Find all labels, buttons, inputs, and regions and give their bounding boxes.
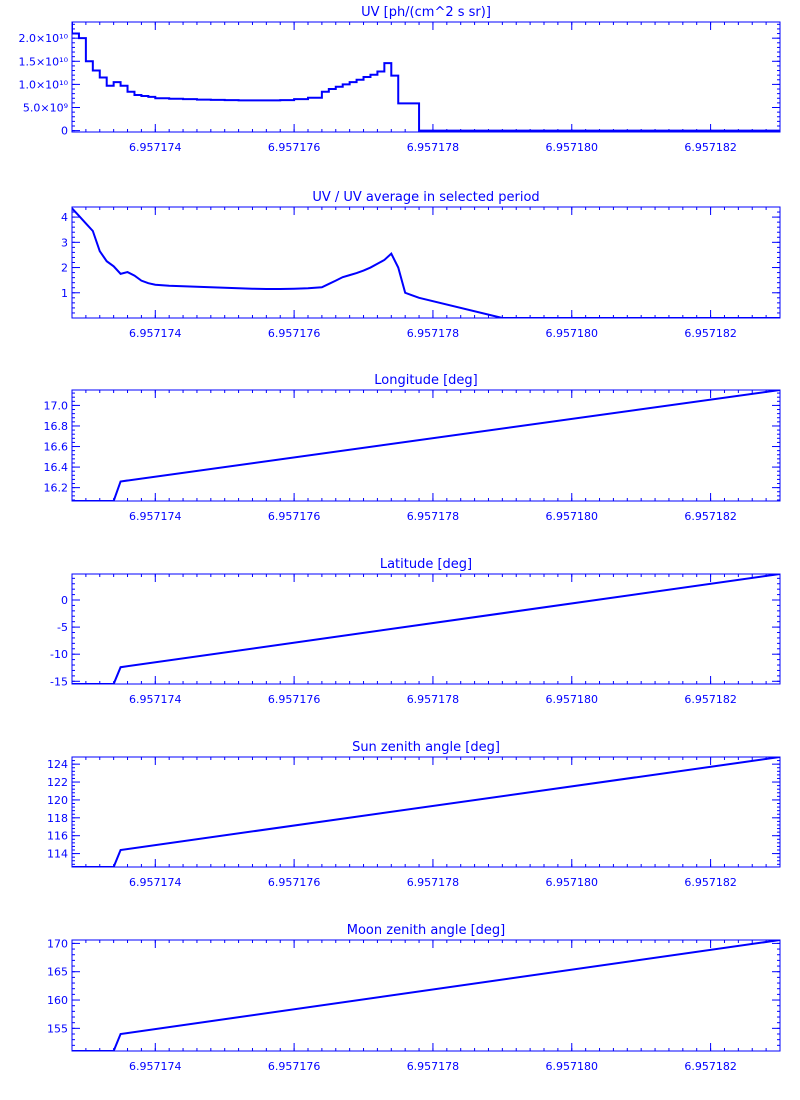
chart-title: UV / UV average in selected period xyxy=(312,190,539,205)
y-tick-label: 170 xyxy=(47,937,68,950)
chart-title: UV [ph/(cm^2 s sr)] xyxy=(361,5,491,20)
y-tick-label: 16.6 xyxy=(44,441,69,454)
data-series-line xyxy=(72,757,780,867)
x-tick-label: 6.957180 xyxy=(546,876,599,889)
y-tick-label: -5 xyxy=(57,621,68,634)
y-tick-label: 114 xyxy=(47,848,68,861)
y-tick-label: 0 xyxy=(61,594,68,607)
x-tick-label: 6.957180 xyxy=(546,693,599,706)
x-tick-label: 6.957176 xyxy=(268,876,321,889)
chart-panel-6: Moon zenith angle [deg] 6.957174 6.957176 6… xyxy=(47,923,781,1073)
x-tick-label: 6.957176 xyxy=(268,141,321,154)
x-tick-label: 6.957176 xyxy=(268,693,321,706)
x-tick-label: 6.957182 xyxy=(684,1060,737,1073)
plot-frame xyxy=(71,756,781,868)
x-tick-label: 6.957178 xyxy=(407,327,460,340)
y-tick-label: 4 xyxy=(61,211,68,224)
x-tick-label: 6.957182 xyxy=(684,876,737,889)
y-tick-label: 16.2 xyxy=(44,482,69,495)
y-tick-label: 2 xyxy=(61,262,68,275)
data-series-line xyxy=(72,22,780,132)
y-tick-label: 124 xyxy=(47,758,68,771)
data-series-line xyxy=(72,940,780,1051)
x-tick-label: 6.957174 xyxy=(129,1060,182,1073)
y-tick-label: 1.0×10¹⁰ xyxy=(18,78,68,91)
chart-title: Longitude [deg] xyxy=(374,373,477,388)
y-tick-label: 155 xyxy=(47,1022,68,1035)
data-series-line xyxy=(72,207,780,318)
y-tick-label: 160 xyxy=(47,994,68,1007)
y-tick-label: 16.4 xyxy=(44,461,69,474)
chart-title: Latitude [deg] xyxy=(380,557,472,572)
x-tick-label: 6.957180 xyxy=(546,327,599,340)
x-tick-label: 6.957182 xyxy=(684,327,737,340)
y-tick-label: 120 xyxy=(47,794,68,807)
x-tick-label: 6.957182 xyxy=(684,510,737,523)
y-tick-label: 5.0×10⁹ xyxy=(23,102,68,115)
y-tick-label: -15 xyxy=(50,675,68,688)
x-tick-label: 6.957176 xyxy=(268,1060,321,1073)
chart-panel-5: Sun zenith angle [deg] 6.957174 6.957176 6.… xyxy=(47,740,781,889)
x-tick-label: 6.957178 xyxy=(407,141,460,154)
plot-frame xyxy=(71,573,781,685)
chart-panel-2: UV / UV average in selected period 6.9571… xyxy=(61,190,781,340)
x-tick-label: 6.957178 xyxy=(407,693,460,706)
x-tick-label: 6.957180 xyxy=(546,510,599,523)
plot-frame xyxy=(71,389,781,502)
y-tick-label: 118 xyxy=(47,812,68,825)
x-tick-label: 6.957174 xyxy=(129,876,182,889)
x-tick-label: 6.957178 xyxy=(407,876,460,889)
x-tick-label: 6.957174 xyxy=(129,327,182,340)
plot-frame xyxy=(71,21,781,133)
x-tick-label: 6.957176 xyxy=(268,327,321,340)
x-tick-label: 6.957174 xyxy=(129,141,182,154)
y-tick-label: 17.0 xyxy=(44,399,69,412)
data-series-line xyxy=(72,390,780,501)
x-tick-label: 6.957180 xyxy=(546,141,599,154)
chart-panel-3: Longitude [deg] 6.957174 6.957176 6.957178 6… xyxy=(44,373,781,523)
y-tick-label: 16.8 xyxy=(44,420,69,433)
x-tick-label: 6.957180 xyxy=(546,1060,599,1073)
chart-panel-1: UV [ph/(cm^2 s sr)] 6.957174 6.957176 6.957… xyxy=(18,5,781,154)
data-series-line xyxy=(72,574,780,684)
y-tick-label: 122 xyxy=(47,776,68,789)
x-tick-label: 6.957174 xyxy=(129,693,182,706)
x-tick-label: 6.957178 xyxy=(407,510,460,523)
y-tick-label: 116 xyxy=(47,830,68,843)
chart-title: Moon zenith angle [deg] xyxy=(347,923,505,938)
plot-frame xyxy=(71,939,781,1052)
y-tick-label: -10 xyxy=(50,648,68,661)
chart-title: Sun zenith angle [deg] xyxy=(352,740,500,755)
x-tick-label: 6.957176 xyxy=(268,510,321,523)
y-tick-label: 1.5×10¹⁰ xyxy=(18,55,68,68)
y-tick-label: 3 xyxy=(61,236,68,249)
chart-panel-4: Latitude [deg] 6.957174 6.957176 6.957178 6.… xyxy=(50,557,781,706)
y-tick-label: 0 xyxy=(61,125,68,138)
x-tick-label: 6.957182 xyxy=(684,141,737,154)
x-tick-label: 6.957182 xyxy=(684,693,737,706)
plot-frame xyxy=(71,206,781,319)
x-tick-label: 6.957178 xyxy=(407,1060,460,1073)
y-tick-label: 2.0×10¹⁰ xyxy=(18,32,68,45)
y-tick-label: 165 xyxy=(47,966,68,979)
x-tick-label: 6.957174 xyxy=(129,510,182,523)
y-tick-label: 1 xyxy=(61,287,68,300)
